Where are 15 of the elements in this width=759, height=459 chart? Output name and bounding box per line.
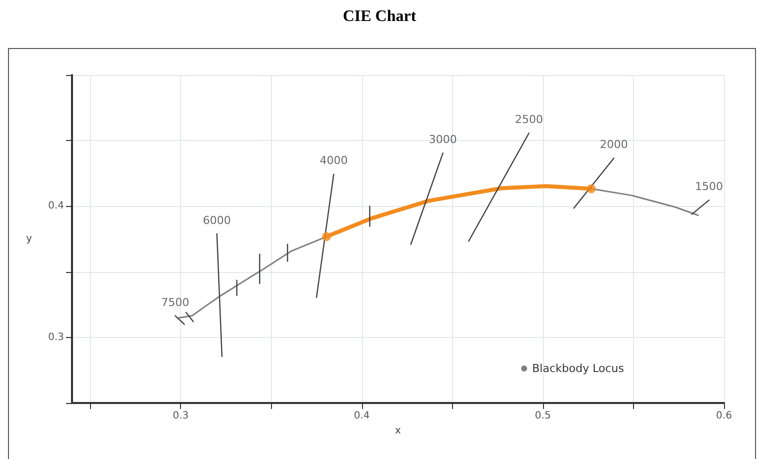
x-tick-label: 0.4 bbox=[354, 410, 370, 422]
x-tick-label: 0.3 bbox=[172, 410, 189, 422]
annotation: 6000 bbox=[202, 214, 231, 227]
legend-label: Blackbody Locus bbox=[532, 362, 624, 375]
chart-title: CIE Chart bbox=[342, 8, 418, 26]
annotation: 4000 bbox=[320, 154, 348, 168]
annotation: 3000 bbox=[428, 133, 457, 146]
y-axis-title: y bbox=[26, 234, 32, 244]
annotation: 1500 bbox=[694, 180, 723, 194]
x-tick-label: 0.5 bbox=[534, 410, 551, 422]
annotation: 2000 bbox=[600, 138, 628, 152]
annotation: 2500 bbox=[514, 113, 543, 126]
x-tick-label: 0.6 bbox=[716, 410, 732, 422]
x-axis-title: x bbox=[395, 425, 402, 436]
annotation: 7500 bbox=[161, 296, 190, 309]
